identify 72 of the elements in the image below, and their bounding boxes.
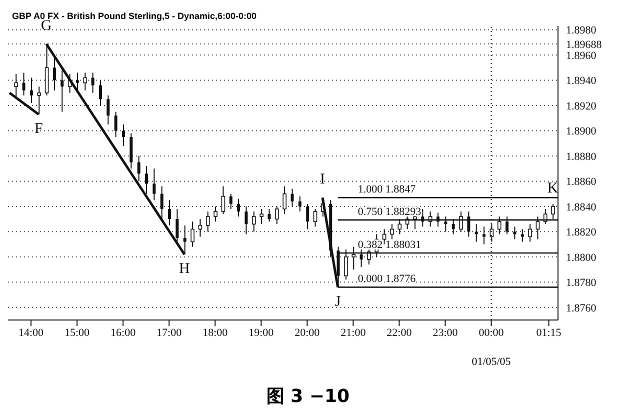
x-tick-label: 20:00 — [294, 326, 320, 339]
candlestick — [260, 208, 264, 225]
caption: 图 3 −10 — [265, 385, 351, 408]
candlestick — [22, 72, 26, 96]
candlestick — [122, 124, 125, 146]
candlestick — [83, 72, 88, 91]
y-tick-label: 1.8760 — [566, 302, 597, 314]
candlestick — [513, 226, 516, 240]
candlestick — [313, 208, 318, 228]
candlestick — [206, 210, 210, 232]
x-tick-label: 14:00 — [18, 326, 44, 339]
candlestick — [91, 72, 94, 94]
x-tick-label: 21:00 — [340, 326, 366, 339]
y-tick-label: 1.8960 — [566, 50, 597, 62]
candlestick — [221, 186, 226, 215]
annotation: H — [179, 261, 190, 278]
candlestick — [190, 221, 194, 248]
candlestick — [152, 168, 156, 201]
candlestick — [229, 193, 232, 210]
candlestick — [268, 208, 271, 222]
candlestick — [98, 80, 102, 106]
y-tick-label: 1.8820 — [566, 226, 597, 239]
annotation: K — [547, 180, 558, 196]
x-tick-label: 22:00 — [386, 326, 412, 339]
candlestick — [482, 226, 486, 245]
y-tick-label: 1.8920 — [566, 100, 597, 112]
candlestick — [520, 228, 524, 242]
y-tick-label: 1.8880 — [566, 150, 597, 163]
candlestick — [382, 228, 386, 245]
candlestick — [214, 206, 218, 222]
candlestick — [306, 203, 310, 230]
y-tick-label: 1.8840 — [566, 201, 597, 214]
y-tick-label: 1.8800 — [566, 252, 597, 264]
candlestick — [114, 111, 118, 138]
ref-line-label: 0.000 1.8776 — [358, 273, 416, 286]
candlestick — [145, 166, 148, 194]
candlestick — [237, 198, 240, 218]
x-tick-label: 19:00 — [248, 326, 274, 339]
x-tick-label: 16:00 — [110, 326, 136, 339]
x-tick-label: 15:00 — [64, 326, 90, 339]
candlestick — [168, 200, 172, 226]
annotation: F — [34, 120, 43, 137]
y-tick-label: 1.89688 — [566, 38, 602, 51]
candlestick — [298, 196, 302, 212]
candlestick — [198, 218, 202, 238]
candlestick — [160, 186, 164, 220]
annotation: I — [320, 172, 326, 188]
candlestick — [60, 70, 64, 112]
x-tick-label: 18:00 — [202, 326, 228, 339]
y-tick-label: 1.8860 — [566, 176, 597, 188]
ref-line-label: 1.000 1.8847 — [358, 184, 416, 196]
x-tick-label: 01:15 — [536, 326, 562, 339]
x-tick-label: 17:00 — [156, 326, 182, 339]
candlestick — [474, 224, 478, 242]
y-tick-label: 1.8900 — [566, 126, 597, 138]
candlestick — [106, 94, 110, 125]
x-tick-label: 23:00 — [432, 326, 458, 339]
y-tick-label: 1.8940 — [566, 75, 597, 88]
y-tick-label: 1.8780 — [566, 277, 597, 290]
text: 01/05/05 — [470, 356, 512, 368]
candlestick — [390, 224, 394, 240]
candlestick — [275, 206, 279, 225]
candlestick — [252, 210, 256, 232]
candlestick — [290, 188, 294, 207]
candlestick — [137, 155, 140, 182]
y-tick-label: 1.8980 — [566, 24, 597, 37]
candlestick — [282, 186, 286, 215]
candlestick — [528, 224, 532, 242]
annotation: J — [334, 294, 341, 310]
candlestick — [244, 206, 248, 235]
candlestick — [30, 77, 33, 104]
x-tick-label: 00:00 — [478, 326, 504, 339]
